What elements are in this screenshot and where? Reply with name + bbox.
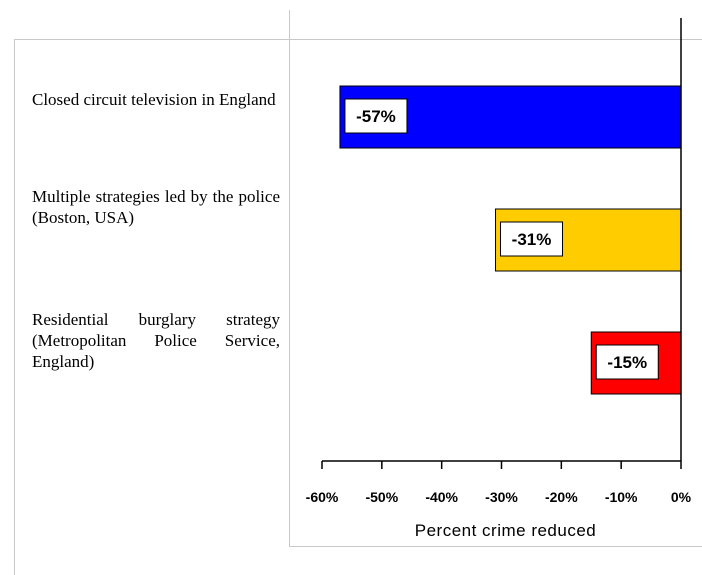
data-label-2: -15% [607, 353, 647, 372]
category-label-boston: Multiple strategies led by the police (B… [32, 187, 280, 227]
data-label-box-1 [500, 221, 564, 257]
data-label-1: -31% [512, 230, 552, 249]
category-label-burglary: Residential burglary strategy (Metropoli… [32, 310, 280, 371]
category-label-cctv: Closed circuit television in England [32, 90, 276, 109]
x-tick-label-2: -40% [425, 489, 458, 505]
frame-left-line [14, 39, 15, 575]
data-label-box-2 [595, 344, 659, 380]
x-tick-label-1: -50% [365, 489, 398, 505]
frame-top-line [14, 39, 702, 40]
x-tick-label-5: -10% [605, 489, 638, 505]
x-axis-title: Percent crime reduced [415, 521, 597, 540]
x-tick-label-6: 0% [671, 489, 692, 505]
data-label-box-0 [344, 98, 408, 134]
x-tick-label-4: -20% [545, 489, 578, 505]
x-tick-label-3: -30% [485, 489, 518, 505]
plot-area-left-line [289, 10, 290, 547]
data-label-0: -57% [356, 107, 396, 126]
x-tick-label-0: -60% [306, 489, 339, 505]
plot-area-bottom-line [289, 546, 702, 547]
